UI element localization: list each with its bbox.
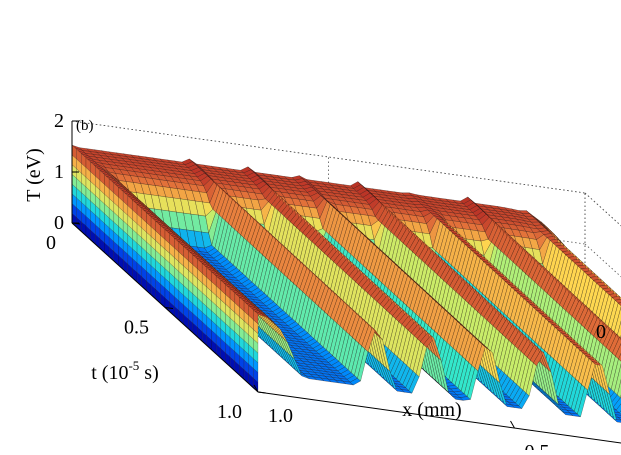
z-tick-label-2: 2 (54, 110, 64, 132)
t-tick-label-2: 1.0 (217, 401, 242, 423)
z-axis-label: T (eV) (23, 148, 45, 202)
z-tick-label-0: 0 (54, 212, 64, 234)
x-tick-label-2: 1.0 (268, 405, 293, 427)
z-tick-label-1: 1 (54, 161, 64, 183)
t-axis-label-tail: s) (139, 362, 158, 384)
x-tick-label-1: 0.5 (525, 441, 550, 450)
t-axis-label-base: t (10 (91, 362, 128, 384)
t-tick-mark-2 (258, 392, 266, 393)
t-axis-label-exp: -5 (128, 358, 139, 373)
t-tick-label-0: 0 (46, 232, 56, 254)
panel-label: (b) (76, 118, 94, 134)
t-tick-label-1: 0.5 (124, 317, 149, 339)
t-axis-label: t (10-5 s) (91, 358, 159, 384)
x-tick-mark-1 (511, 421, 515, 428)
x-axis-label: x (mm) (402, 399, 461, 421)
x-tick-label-0: 0 (596, 321, 606, 343)
